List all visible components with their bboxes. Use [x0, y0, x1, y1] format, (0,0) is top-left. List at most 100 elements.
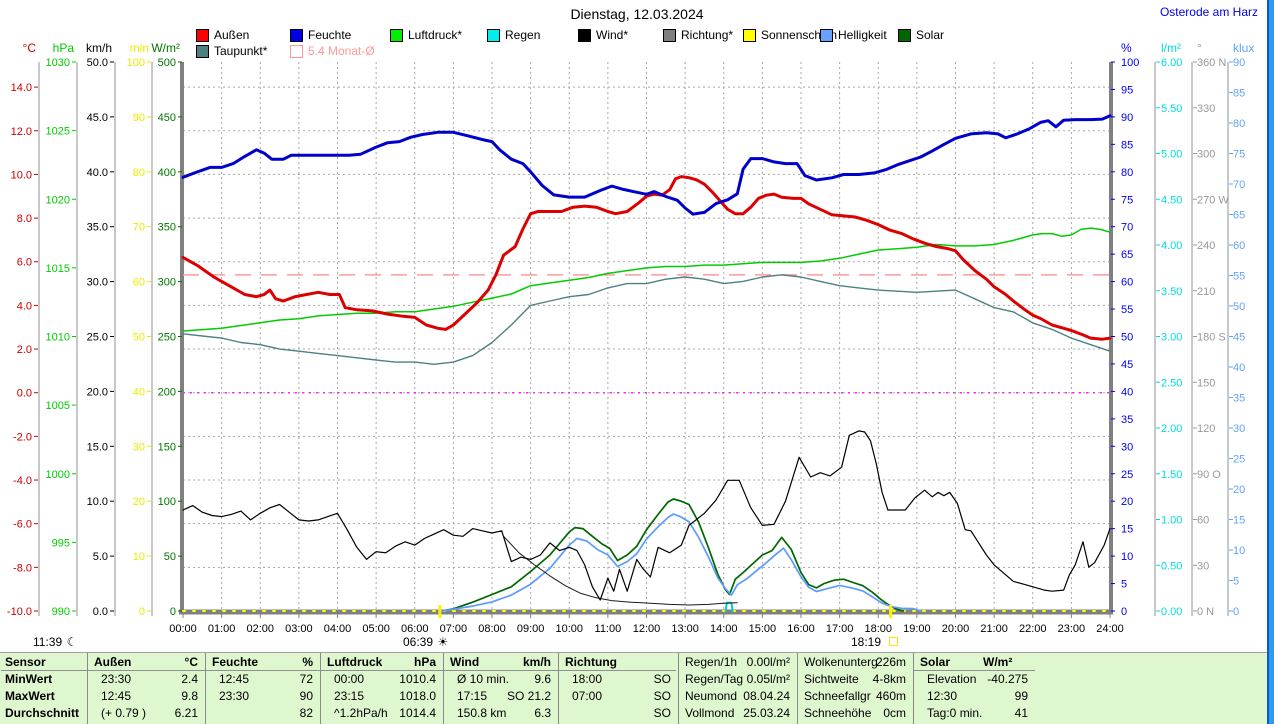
axis-tick-label: 0	[170, 606, 176, 618]
axis-tick-label: 20	[133, 496, 145, 508]
table-time-cell: 150.8 km	[457, 706, 507, 720]
table-kv-key: Regen/1h	[685, 655, 738, 669]
table-time-cell: 17:15	[457, 689, 488, 703]
axis-unit-label: km/h	[86, 41, 112, 55]
x-axis-label: 10:00	[555, 623, 583, 635]
axis-tick-label: 35.0	[87, 222, 108, 234]
table-time-cell: ^1.2hPa/h	[334, 706, 388, 720]
axis-tick-label: 0.0	[17, 388, 32, 400]
direction-axis: 360 N 330 300 270 W 240 210 180 S 150 120 90 O 60 3…	[1191, 41, 1229, 618]
axis-unit-label: l/m²	[1161, 41, 1181, 55]
legend-label: Luftdruck*	[408, 28, 463, 42]
x-axis-label: 13:00	[671, 623, 699, 635]
axis-tick-label: 0.50	[1161, 560, 1182, 572]
legend-label: Taupunkt*	[214, 44, 268, 58]
axis-tick-label: 450	[158, 112, 176, 124]
x-axis-label: 22:00	[1019, 623, 1047, 635]
axis-tick-label: 500	[158, 57, 176, 69]
x-axis-label: 21:00	[980, 623, 1008, 635]
sunrise-marker	[438, 605, 442, 618]
axis-tick-label: 55	[1121, 304, 1133, 316]
axis-tick-label: 80	[1233, 118, 1245, 130]
table-value-cell: 1010.4	[399, 672, 436, 686]
axis-tick-label: -2.0	[13, 431, 32, 443]
axis-tick-label: 2.0	[17, 344, 32, 356]
axis-tick-label: 120	[1197, 423, 1215, 435]
x-axis-label: 23:00	[1058, 623, 1086, 635]
axis-tick-label: 5.0	[93, 551, 108, 563]
axis-tick-label: 30	[1197, 560, 1209, 572]
table-time-cell: 23:15	[334, 689, 365, 703]
x-axis-label: 01:00	[208, 623, 236, 635]
x-axis-label: 19:00	[903, 623, 931, 635]
x-axis-label: 14:00	[710, 623, 738, 635]
table-value-cell: SO 21.2	[506, 689, 551, 703]
axis-unit-label: %	[1121, 41, 1132, 55]
table-time-cell: 12:45	[219, 672, 250, 686]
legend-swatch-icon	[290, 29, 303, 42]
table-value-cell: SO	[653, 689, 671, 703]
legend-label: Solar	[916, 28, 945, 42]
table-time-cell: Ø 10 min.	[457, 672, 510, 686]
axis-tick-label: 250	[158, 332, 176, 344]
table-time-cell: (+ 0.79 )	[101, 706, 147, 720]
table-value-cell: 1018.0	[399, 689, 436, 703]
axis-tick-label: 80	[133, 167, 145, 179]
sunrise-label: 06:39	[403, 635, 434, 649]
axis-tick-label: 240	[1197, 240, 1215, 252]
axis-tick-label: 12.0	[11, 126, 32, 138]
sunset-square-icon	[889, 637, 899, 646]
axis-tick-label: 995	[52, 537, 70, 549]
table-column-divider	[443, 653, 444, 724]
legend-swatch-icon	[196, 45, 209, 58]
table-group-name: Wind	[450, 655, 480, 669]
table-kv-key: Schneehöhe	[804, 706, 872, 720]
axis-unit-label: W/m²	[151, 41, 180, 55]
axis-tick-label: 5.50	[1161, 103, 1182, 115]
table-value-cell: 99	[1014, 689, 1028, 703]
x-axis-label: 08:00	[478, 623, 506, 635]
legend-label: Richtung*	[681, 28, 734, 42]
axis-tick-label: 30	[133, 441, 145, 453]
axis-tick-label: -8.0	[13, 562, 32, 574]
table-value-cell: 90	[299, 689, 313, 703]
axis-unit-label: hPa	[53, 41, 75, 55]
axis-tick-label: 60	[1197, 515, 1209, 527]
axis-tick-label: 70	[1121, 222, 1133, 234]
table-value-cell: 82	[299, 706, 313, 720]
legend-swatch-icon	[390, 29, 403, 42]
axis-tick-label: 40	[1121, 386, 1133, 398]
axis-tick-label: 10.0	[87, 496, 108, 508]
sunrise-sun-icon: ☀	[437, 635, 449, 649]
table-kv-value: 0.05l/m²	[746, 672, 790, 686]
axis-tick-label: 70	[133, 222, 145, 234]
moon-icon: ☾	[66, 635, 78, 649]
axis-tick-label: 150	[158, 441, 176, 453]
axis-tick-label: 10	[133, 551, 145, 563]
table-group-unit: %	[302, 655, 313, 669]
axis-tick-label: 75	[1233, 149, 1245, 161]
x-axis-label: 04:00	[324, 623, 352, 635]
axis-tick-label: 0 N	[1197, 606, 1214, 618]
axis-tick-label: 150	[1197, 377, 1215, 389]
axis-tick-label: 210	[1197, 286, 1215, 298]
axis-unit-label: klux	[1233, 41, 1254, 55]
station-name: Osterode am Harz	[1159, 5, 1258, 19]
axis-tick-label: 5	[1121, 579, 1127, 591]
axis-tick-label: 8.0	[17, 213, 32, 225]
series-solar	[440, 498, 905, 612]
axis-tick-label: 60	[1233, 240, 1245, 252]
axis-tick-label: 20	[1121, 496, 1133, 508]
axis-tick-label: 3.00	[1161, 332, 1182, 344]
series-wind-2	[503, 535, 738, 606]
rain-axis: 6.00 5.50 5.00 4.50 4.00 3.50 3.00 2.50 2.00 1.50…	[1154, 41, 1182, 618]
x-axis-label: 16:00	[787, 623, 815, 635]
axis-tick-label: 30	[1121, 441, 1133, 453]
axis-tick-label: 75	[1121, 194, 1133, 206]
moonrise-label: 11:39	[33, 635, 63, 649]
table-group-name: Außen	[94, 655, 132, 669]
axis-tick-label: 1030	[46, 57, 70, 69]
table-time-cell: 23:30	[219, 689, 250, 703]
axis-tick-label: 25	[1121, 469, 1133, 481]
